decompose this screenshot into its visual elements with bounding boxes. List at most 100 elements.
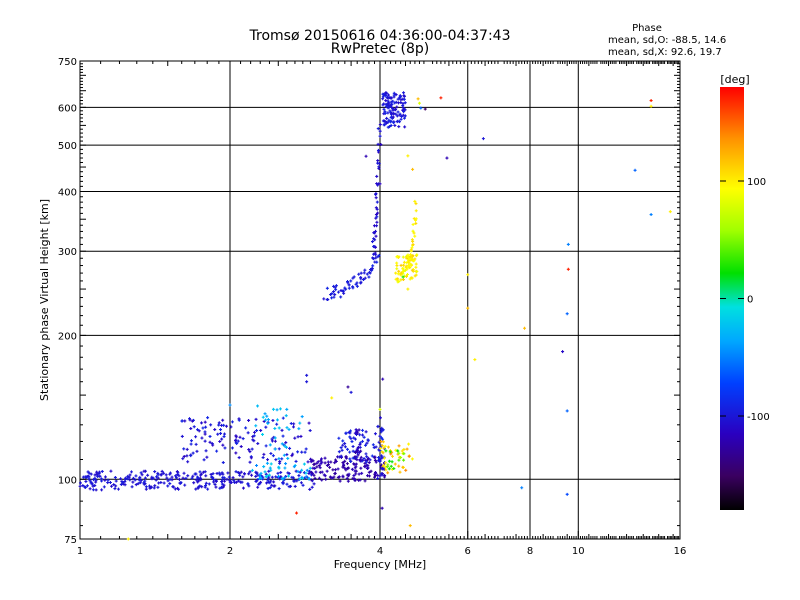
data-point	[362, 271, 366, 275]
data-point	[377, 440, 381, 444]
data-point	[349, 279, 353, 283]
data-point	[241, 475, 245, 479]
data-point	[357, 272, 361, 276]
data-point	[270, 483, 274, 487]
data-point	[383, 111, 387, 115]
data-point	[294, 459, 298, 463]
data-point	[407, 454, 411, 458]
grid-lines	[80, 61, 680, 539]
data-point	[349, 390, 353, 394]
data-point	[285, 426, 289, 430]
data-point	[561, 350, 565, 354]
data-point	[330, 296, 334, 300]
data-point	[364, 459, 368, 463]
data-point	[399, 455, 403, 459]
data-point	[359, 275, 363, 279]
data-point	[304, 471, 308, 475]
data-point	[351, 456, 355, 460]
data-point	[269, 479, 273, 483]
data-point	[363, 479, 367, 483]
data-point	[405, 272, 409, 276]
data-point	[330, 292, 334, 296]
data-point	[353, 450, 357, 454]
data-point	[229, 425, 233, 429]
data-point	[395, 255, 399, 259]
data-point	[336, 467, 340, 471]
data-point	[375, 260, 379, 264]
data-point	[404, 274, 408, 278]
data-point	[323, 461, 327, 465]
data-point	[220, 437, 224, 441]
data-point	[290, 454, 294, 458]
data-point	[190, 476, 194, 480]
data-point	[271, 418, 275, 422]
data-point	[466, 306, 470, 310]
data-point	[352, 477, 356, 481]
data-point	[353, 431, 357, 435]
data-point	[358, 443, 362, 447]
data-point	[153, 470, 157, 474]
data-point	[358, 433, 362, 437]
data-point	[378, 416, 382, 420]
data-point	[377, 456, 381, 460]
data-point	[100, 488, 104, 492]
data-point	[382, 446, 386, 450]
data-point	[156, 485, 160, 489]
data-point	[108, 481, 112, 485]
data-point	[200, 436, 204, 440]
data-point	[277, 475, 281, 478]
data-point	[250, 468, 254, 472]
data-point	[306, 460, 310, 464]
data-point	[399, 278, 403, 282]
data-point	[283, 466, 287, 470]
data-point	[352, 474, 356, 478]
data-point	[215, 449, 219, 453]
data-point	[401, 465, 405, 469]
data-point	[91, 488, 95, 492]
data-point	[381, 437, 385, 441]
data-point	[380, 473, 384, 477]
data-point	[373, 470, 377, 474]
data-point	[273, 436, 277, 440]
data-point	[373, 458, 377, 462]
data-point	[305, 373, 309, 377]
data-point	[227, 475, 231, 479]
data-point	[344, 456, 348, 460]
data-point	[194, 442, 198, 446]
data-point	[273, 447, 277, 451]
y-tick-label: 75	[64, 535, 77, 546]
data-point	[388, 105, 392, 109]
data-point	[386, 111, 390, 115]
plot-area	[78, 60, 681, 541]
data-point	[248, 470, 252, 474]
data-point	[366, 464, 370, 468]
data-point	[386, 96, 390, 100]
data-point	[379, 440, 383, 444]
data-point	[345, 476, 349, 480]
data-point	[355, 458, 359, 462]
data-point	[358, 450, 362, 454]
data-point	[89, 472, 93, 476]
data-point	[93, 476, 97, 480]
data-point	[318, 470, 322, 474]
data-point	[159, 480, 163, 484]
data-point	[384, 104, 388, 108]
data-point	[375, 207, 379, 211]
data-point	[194, 435, 198, 439]
data-point	[368, 458, 372, 462]
data-point	[181, 457, 185, 461]
data-point	[362, 278, 366, 282]
data-point	[159, 472, 163, 476]
data-point	[301, 483, 305, 487]
data-point	[288, 446, 292, 450]
data-point	[361, 428, 365, 432]
data-point	[256, 442, 260, 446]
data-point	[411, 167, 415, 171]
data-point	[378, 129, 382, 133]
data-point	[300, 415, 304, 419]
data-point	[254, 474, 258, 478]
data-point	[275, 422, 279, 426]
data-point	[200, 485, 204, 489]
data-point	[142, 481, 146, 485]
